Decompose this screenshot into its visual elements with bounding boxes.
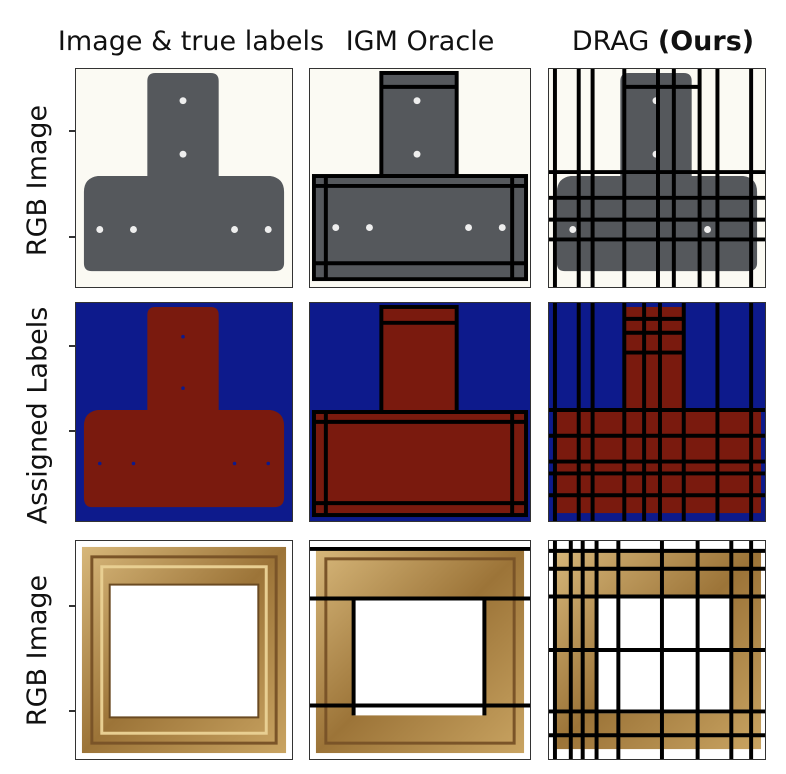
panel-frame-rgb-drag [548,540,766,760]
row-label-rgb-image-2: RGB Image [22,574,54,726]
column-title-igm-oracle: IGM Oracle [345,26,495,57]
column-title-drag-ours: DRAG (Ours) [571,26,755,57]
row-label-assigned-labels: Assigned Labels [22,306,54,524]
panel-plate-labels-drag [548,302,766,522]
axis-tick [69,345,75,347]
axis-tick [69,430,75,432]
panel-frame-rgb-truth [75,540,293,760]
column-title-image-true-labels: Image & true labels [57,26,325,57]
panel-frame-rgb-igm [309,540,531,760]
axis-tick [69,236,75,238]
axis-tick [69,605,75,607]
panel-plate-labels-truth [75,302,293,522]
panel-plate-rgb-drag [548,68,766,288]
row-label-rgb-image-1: RGB Image [22,104,54,256]
panel-plate-rgb-truth [75,68,293,288]
panel-plate-labels-igm [309,302,531,522]
axis-tick [69,130,75,132]
axis-tick [69,710,75,712]
panel-plate-rgb-igm [309,68,531,288]
